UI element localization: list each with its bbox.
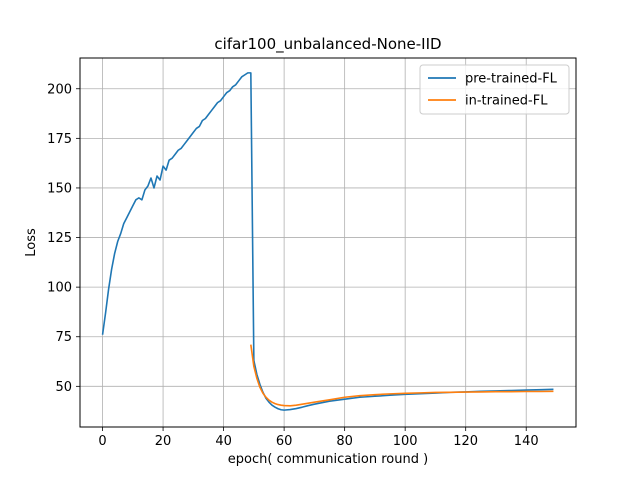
y-tick-label: 125 — [47, 231, 72, 246]
legend-label: in-trained-FL — [465, 94, 548, 109]
legend: pre-trained-FL in-trained-FL — [419, 64, 570, 115]
chart-title: cifar100_unbalanced-None-IID — [214, 35, 441, 54]
y-tick-label: 75 — [55, 330, 72, 345]
plot-frame — [79, 57, 577, 428]
series-line-pre-trained-FL — [101, 72, 554, 411]
x-tick-label: 20 — [155, 434, 172, 449]
series-lines — [101, 72, 554, 411]
grid-lines — [80, 58, 576, 427]
x-tick-label: 80 — [336, 434, 353, 449]
x-tick-label: 60 — [276, 434, 293, 449]
y-axis-label: Loss — [24, 228, 39, 257]
x-tick-label: 100 — [393, 434, 418, 449]
x-axis-label: epoch( communication round ) — [228, 452, 428, 467]
y-tick-label: 50 — [55, 380, 72, 395]
x-tick-label: 120 — [453, 434, 478, 449]
legend-box — [419, 64, 570, 115]
x-tick-label: 140 — [514, 434, 539, 449]
y-axis-ticks: 50 75 100 125 150 175 200 — [47, 82, 80, 395]
y-tick-label: 150 — [47, 181, 72, 196]
series-line-in-trained-FL — [250, 344, 554, 407]
y-tick-label: 200 — [47, 82, 72, 97]
x-axis-ticks: 0 20 40 60 80 100 120 140 — [98, 427, 539, 449]
y-tick-label: 175 — [47, 132, 72, 147]
legend-label: pre-trained-FL — [465, 72, 558, 87]
x-tick-label: 40 — [215, 434, 232, 449]
y-tick-label: 100 — [47, 281, 72, 296]
x-tick-label: 0 — [98, 434, 106, 449]
